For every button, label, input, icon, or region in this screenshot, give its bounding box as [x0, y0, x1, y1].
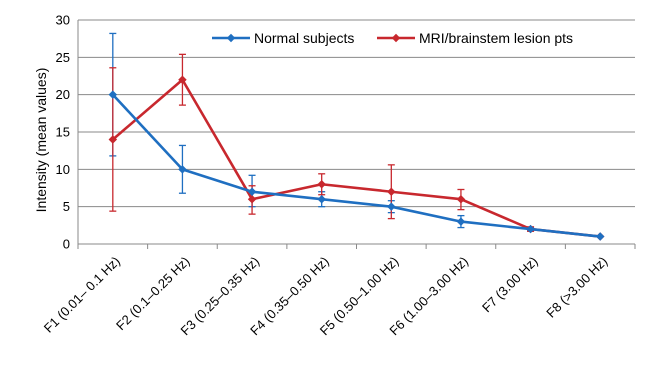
- legend-label: MRI/brainstem lesion pts: [419, 30, 573, 46]
- data-point: [387, 202, 396, 211]
- y-tick-label: 20: [56, 87, 70, 102]
- legend: Normal subjects MRI/brainstem lesion pts: [212, 30, 573, 46]
- data-point: [595, 232, 605, 241]
- x-tick-label: F7 (3.00 Hz): [479, 254, 541, 316]
- legend-marker: [391, 33, 401, 43]
- data-point: [247, 187, 257, 196]
- data-point: [178, 75, 187, 84]
- data-point: [178, 165, 187, 174]
- x-tick-label: F2 (0.1–0.25 Hz): [113, 254, 193, 334]
- y-tick-label: 30: [56, 13, 70, 28]
- series-line: [111, 78, 601, 238]
- data-point: [108, 90, 118, 99]
- x-tick-label: F1 (0.01– 0.1 Hz): [41, 254, 123, 336]
- legend-item: MRI/brainstem lesion pts: [377, 30, 573, 46]
- legend-label: Normal subjects: [254, 30, 354, 46]
- y-tick-labels: 0 5 10 15 20 25 30: [56, 13, 70, 252]
- x-tick-label: F8 (>3.00 Hz): [543, 254, 610, 321]
- data-point: [387, 187, 396, 196]
- data-point: [456, 217, 466, 226]
- series-line: [111, 93, 601, 238]
- axes: [77, 20, 636, 249]
- data-point: [526, 224, 535, 234]
- legend-item: Normal subjects: [212, 30, 354, 46]
- legend-marker: [226, 33, 236, 43]
- series-lines: [108, 75, 605, 241]
- y-tick-label: 5: [63, 199, 70, 214]
- data-point: [317, 180, 326, 189]
- x-tick-labels: F1 (0.01– 0.1 Hz)F2 (0.1–0.25 Hz)F3 (0.2…: [41, 254, 611, 339]
- data-point: [456, 194, 466, 204]
- y-tick-label: 25: [56, 50, 70, 65]
- data-point: [247, 194, 257, 204]
- data-point: [108, 135, 118, 144]
- y-tick-label: 10: [56, 162, 70, 177]
- data-point: [317, 194, 326, 204]
- y-tick-label: 15: [56, 125, 70, 140]
- y-tick-label: 0: [63, 237, 70, 252]
- y-axis-title: Intensity (mean values): [33, 68, 49, 213]
- gridlines: [78, 19, 635, 208]
